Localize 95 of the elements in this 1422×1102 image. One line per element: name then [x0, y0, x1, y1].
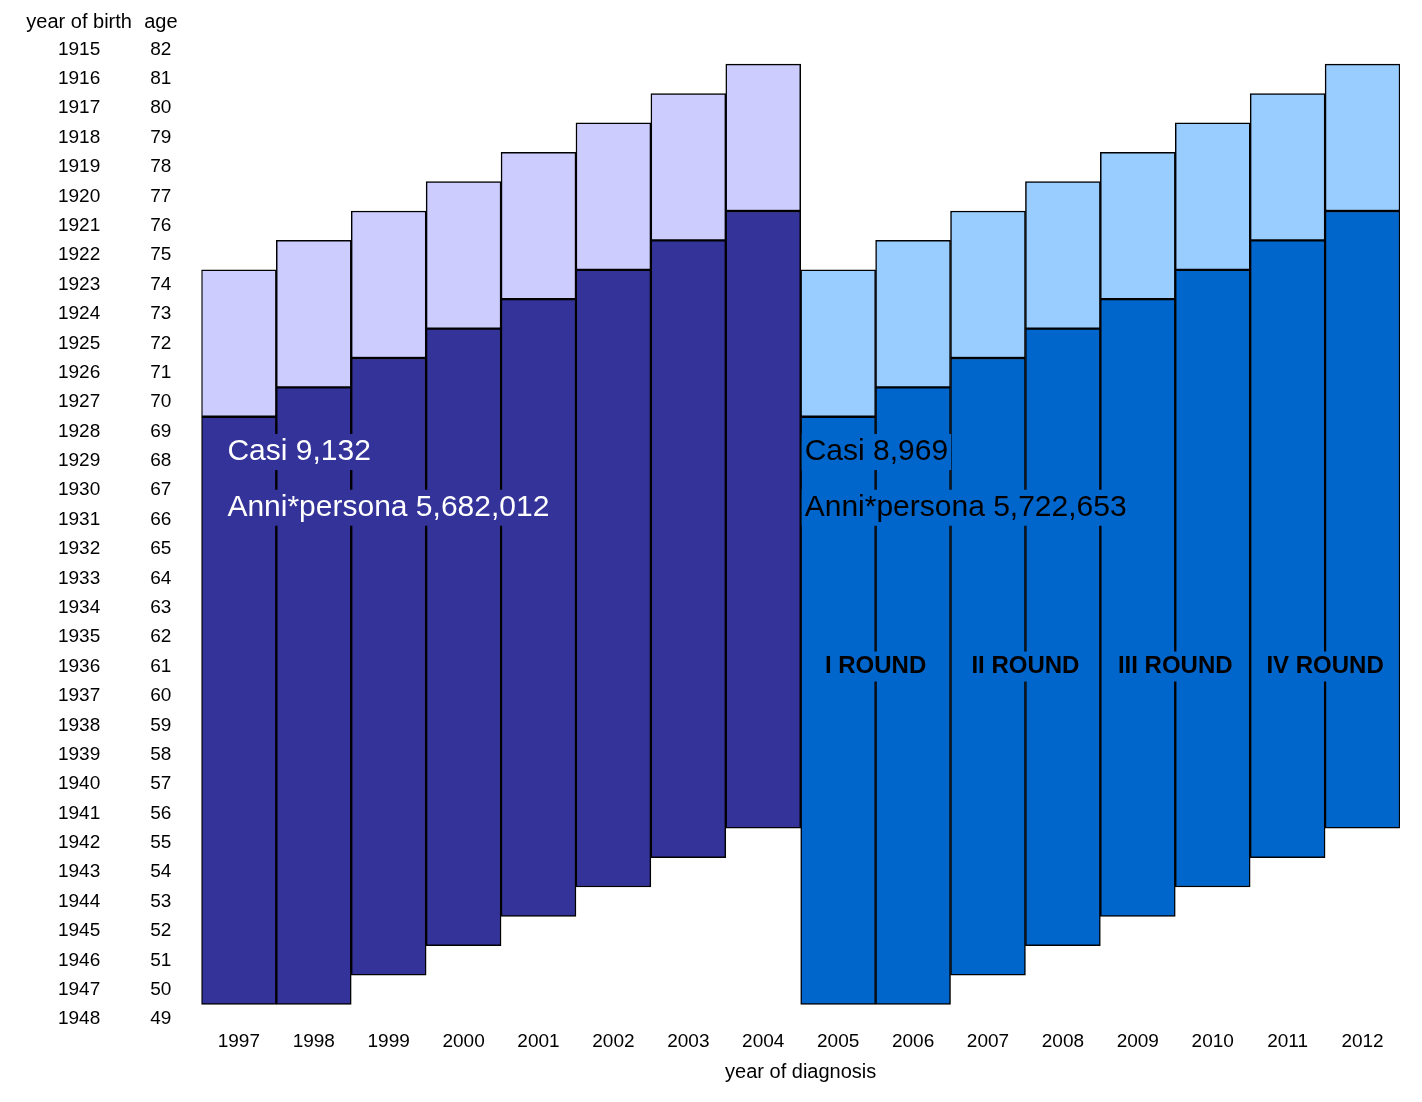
y-tick-label: 71 — [150, 360, 172, 382]
y2-tick-label: 1938 — [57, 713, 101, 735]
y2-tick-label: 1948 — [57, 1007, 101, 1029]
y-axis-title: age — [144, 9, 178, 32]
y-tick-label: 52 — [150, 919, 172, 941]
y2-tick-label: 1936 — [57, 654, 101, 676]
y-tick-label: 81 — [150, 67, 172, 89]
y-tick-label: 77 — [150, 184, 172, 206]
x-tick-label: 2006 — [891, 1029, 935, 1051]
y2-tick-label: 1943 — [57, 860, 101, 882]
y2-tick-label: 1922 — [57, 243, 101, 265]
y-tick-label: 49 — [150, 1007, 172, 1029]
y2-tick-label: 1926 — [57, 360, 101, 382]
y-tick-label: 68 — [150, 449, 172, 471]
y-tick-label: 82 — [150, 37, 172, 59]
y-tick-label: 80 — [150, 96, 172, 118]
y-tick-label: 55 — [150, 831, 172, 853]
y2-tick-label: 1932 — [57, 537, 101, 559]
y-tick-label: 70 — [150, 390, 172, 412]
y2-tick-label: 1931 — [57, 507, 101, 529]
x-tick-label: 2011 — [1267, 1029, 1309, 1051]
y2-tick-label: 1917 — [57, 96, 101, 118]
y2-tick-label: 1937 — [57, 684, 101, 706]
x-tick-label: 2004 — [742, 1029, 785, 1051]
x-tick-label: 2008 — [1041, 1029, 1085, 1051]
x-tick-label: 2003 — [667, 1029, 710, 1051]
y-tick-label: 54 — [150, 860, 172, 882]
y-tick-label: 57 — [150, 772, 172, 794]
y2-tick-label: 1928 — [57, 419, 101, 441]
y-tick-label: 74 — [150, 272, 172, 294]
y2-tick-label: 1921 — [57, 213, 101, 235]
annotation: Casi 9,132 — [227, 433, 371, 467]
annotation: III ROUND — [1117, 651, 1233, 679]
x-axis-title: year of diagnosis — [725, 1059, 877, 1082]
y-tick-label: 56 — [150, 801, 172, 823]
y2-tick-label: 1935 — [57, 625, 101, 647]
annotation: I ROUND — [824, 651, 927, 679]
y2-tick-label: 1920 — [57, 184, 101, 206]
x-tick-label: 2010 — [1191, 1029, 1234, 1051]
x-tick-label: 2002 — [592, 1029, 635, 1051]
x-tick-label: 1998 — [292, 1029, 335, 1051]
y-tick-label: 62 — [150, 625, 172, 647]
y2-tick-label: 1918 — [57, 125, 101, 147]
annotation: II ROUND — [971, 651, 1080, 679]
y2-tick-label: 1933 — [57, 566, 101, 588]
y-tick-label: 65 — [150, 537, 172, 559]
y2-tick-label: 1925 — [57, 331, 101, 353]
y2-tick-label: 1947 — [57, 978, 101, 1000]
y2-tick-label: 1930 — [57, 478, 101, 500]
y2-tick-label: 1940 — [57, 772, 101, 794]
y-tick-label: 79 — [150, 125, 172, 147]
x-tick-label: 2012 — [1341, 1029, 1384, 1051]
x-tick-label: 2005 — [817, 1029, 860, 1051]
y-tick-label: 50 — [150, 978, 172, 1000]
y-tick-label: 67 — [150, 478, 172, 500]
y2-tick-label: 1944 — [57, 889, 101, 911]
y2-tick-label: 1915 — [57, 37, 101, 59]
y2-tick-label: 1923 — [57, 272, 101, 294]
y-tick-label: 53 — [150, 889, 172, 911]
y-tick-label: 51 — [150, 948, 172, 970]
annotation: Anni*persona 5,722,653 — [804, 489, 1127, 523]
x-tick-label: 2000 — [442, 1029, 485, 1051]
y2-tick-label: 1945 — [57, 919, 101, 941]
y-tick-label: 64 — [150, 566, 172, 588]
y-tick-label: 61 — [150, 654, 172, 676]
y-tick-label: 78 — [150, 155, 172, 177]
y2-tick-label: 1916 — [57, 67, 101, 89]
x-tick-label: 1999 — [367, 1029, 410, 1051]
y-tick-label: 66 — [150, 507, 172, 529]
y2-axis-title: year of birth — [26, 9, 132, 32]
x-tick-label: 2007 — [966, 1029, 1010, 1051]
y2-tick-label: 1939 — [57, 742, 101, 764]
annotation: IV ROUND — [1266, 651, 1384, 679]
x-tick-label: 1997 — [217, 1029, 260, 1051]
y-tick-label: 75 — [150, 243, 172, 265]
y-tick-label: 72 — [150, 331, 172, 353]
y-tick-label: 63 — [150, 596, 172, 617]
y2-tick-label: 1919 — [57, 155, 101, 177]
y-tick-label: 60 — [150, 684, 172, 706]
y2-tick-label: 1946 — [57, 948, 101, 970]
y2-tick-label: 1927 — [57, 390, 101, 412]
y2-tick-label: 1929 — [57, 449, 101, 471]
y2-tick-label: 1924 — [57, 302, 101, 324]
x-tick-label: 2001 — [517, 1029, 560, 1051]
y2-tick-label: 1934 — [57, 596, 101, 617]
y2-tick-label: 1942 — [57, 831, 101, 853]
y-tick-label: 69 — [150, 419, 172, 441]
y2-tick-label: 1941 — [57, 801, 101, 823]
annotation: Casi 8,969 — [804, 433, 949, 467]
y-tick-label: 76 — [150, 213, 172, 235]
y-tick-label: 58 — [150, 742, 172, 764]
y-tick-label: 73 — [150, 302, 172, 324]
x-tick-label: 2009 — [1116, 1029, 1159, 1051]
annotation: Anni*persona 5,682,012 — [227, 489, 550, 523]
y-tick-label: 59 — [150, 713, 172, 735]
